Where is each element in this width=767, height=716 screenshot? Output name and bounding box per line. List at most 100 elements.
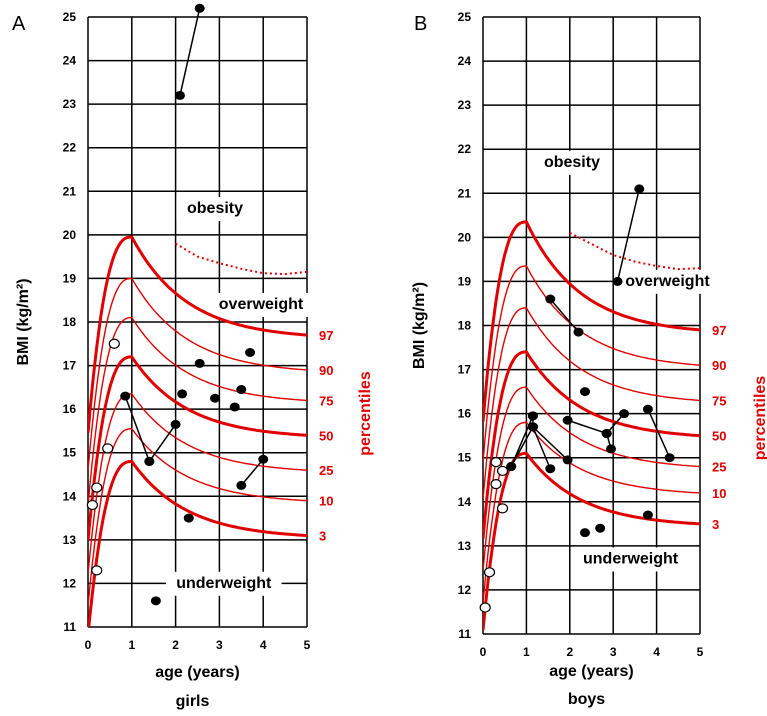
percentile-label-3: 3 <box>319 529 326 544</box>
panel-letter: B <box>414 13 427 35</box>
y-tick-label: 14 <box>458 495 472 509</box>
patient-point-filled <box>194 3 205 13</box>
patient-trajectory <box>510 426 534 467</box>
patient-point-open <box>490 479 502 490</box>
percentile-curve-p97 <box>483 220 700 422</box>
y-tick-label: 12 <box>63 576 77 590</box>
patient-trajectory <box>124 395 151 462</box>
x-axis-label: age (years) <box>549 663 634 680</box>
patient-point-filled <box>236 480 247 490</box>
patient-trajectory <box>647 408 671 459</box>
percentile-label-10: 10 <box>712 486 726 501</box>
y-tick-label: 17 <box>63 359 77 373</box>
percentile-label-10: 10 <box>319 494 333 509</box>
x-tick-label: 3 <box>216 638 223 652</box>
x-tick-label: 4 <box>653 645 660 659</box>
patient-point-filled <box>527 411 538 421</box>
patient-trajectory <box>240 458 264 486</box>
percentile-label-75: 75 <box>319 393 333 408</box>
patient-point-open <box>102 443 114 454</box>
patient-point-filled <box>150 596 161 606</box>
patient-point-filled <box>545 464 556 474</box>
patient-trajectory <box>567 419 607 435</box>
percentile-curve-p75 <box>483 307 700 500</box>
y-tick-label: 20 <box>458 230 472 244</box>
x-tick-label: 3 <box>610 645 617 659</box>
y-tick-label: 12 <box>458 583 472 597</box>
patient-point-filled <box>210 393 221 403</box>
patient-point-open <box>479 602 491 613</box>
panel-a: obesityoverweightunderweight111213141516… <box>12 3 374 710</box>
percentile-curve-p75 <box>88 316 307 506</box>
patient-point-filled <box>606 444 617 454</box>
patient-point-filled <box>174 90 185 100</box>
patient-point-open <box>91 565 103 576</box>
y-tick-label: 18 <box>63 315 77 329</box>
patient-point-filled <box>642 404 653 414</box>
patient-point-open <box>91 482 103 493</box>
patient-trajectory <box>532 426 569 461</box>
obesity-threshold-line <box>175 242 308 276</box>
zone-label-bg <box>533 150 611 175</box>
percentile-label-90: 90 <box>319 363 333 378</box>
x-tick-label: 2 <box>566 645 573 659</box>
y-tick-label: 24 <box>458 54 472 68</box>
patient-point-filled <box>177 389 188 399</box>
y-tick-label: 21 <box>458 186 472 200</box>
percentile-curve-p3 <box>483 451 700 631</box>
patient-point-open <box>496 465 509 477</box>
patient-trajectory <box>532 426 551 470</box>
x-axis-label: age (years) <box>155 664 240 681</box>
y-tick-label: 19 <box>63 271 77 285</box>
patient-point-filled <box>229 402 240 412</box>
x-tick-label: 1 <box>128 638 135 652</box>
zone-label-obesity: obesity <box>544 154 600 171</box>
y-tick-label: 25 <box>458 10 472 24</box>
y-tick-label: 21 <box>63 184 77 198</box>
percentile-curve-p50 <box>88 355 307 541</box>
patient-trajectory <box>148 423 177 462</box>
y-tick-label: 18 <box>458 319 472 333</box>
percentile-label-75: 75 <box>712 393 726 408</box>
patient-point-filled <box>612 276 623 286</box>
y-tick-label: 19 <box>458 274 472 288</box>
percentile-label-25: 25 <box>712 460 726 475</box>
patient-point-open <box>490 457 502 468</box>
patient-point-open <box>108 338 120 349</box>
y-tick-label: 25 <box>63 10 77 24</box>
zone-label-bg <box>572 547 689 572</box>
percentile-label-97: 97 <box>712 323 726 338</box>
y-tick-label: 11 <box>458 627 471 641</box>
patient-point-filled <box>601 428 612 438</box>
obesity-threshold-line <box>569 232 701 271</box>
patient-point-filled <box>562 415 573 425</box>
y-tick-label: 16 <box>63 402 77 416</box>
patient-point-filled <box>562 455 573 465</box>
patient-point-open <box>86 499 98 511</box>
patient-point-filled <box>545 294 556 304</box>
patient-point-filled <box>579 387 590 397</box>
y-axis-label: BMI (kg/m²) <box>411 282 428 369</box>
percentile-curves <box>483 220 700 631</box>
x-tick-label: 5 <box>697 645 704 659</box>
x-tick-label: 2 <box>172 638 179 652</box>
patient-point-filled <box>527 422 538 432</box>
patient-point-open <box>483 567 496 578</box>
y-tick-label: 11 <box>63 620 76 634</box>
y-tick-label: 17 <box>458 363 472 377</box>
percentile-label-50: 50 <box>712 429 726 444</box>
y-tick-label: 14 <box>63 489 77 503</box>
percentile-curve-p10 <box>88 428 307 606</box>
percentile-label-3: 3 <box>712 517 719 532</box>
percentile-label-97: 97 <box>319 328 333 343</box>
group-label: girls <box>176 693 210 710</box>
patient-trajectory <box>616 188 640 282</box>
x-tick-label: 5 <box>304 638 311 652</box>
zone-label-overweight: overweight <box>219 296 304 313</box>
y-tick-label: 15 <box>458 451 472 465</box>
group-label: boys <box>568 691 605 708</box>
patient-point-filled <box>595 523 606 533</box>
zone-label-bg <box>208 292 315 317</box>
percentile-label-90: 90 <box>712 358 726 373</box>
patient-point-filled <box>579 528 590 538</box>
